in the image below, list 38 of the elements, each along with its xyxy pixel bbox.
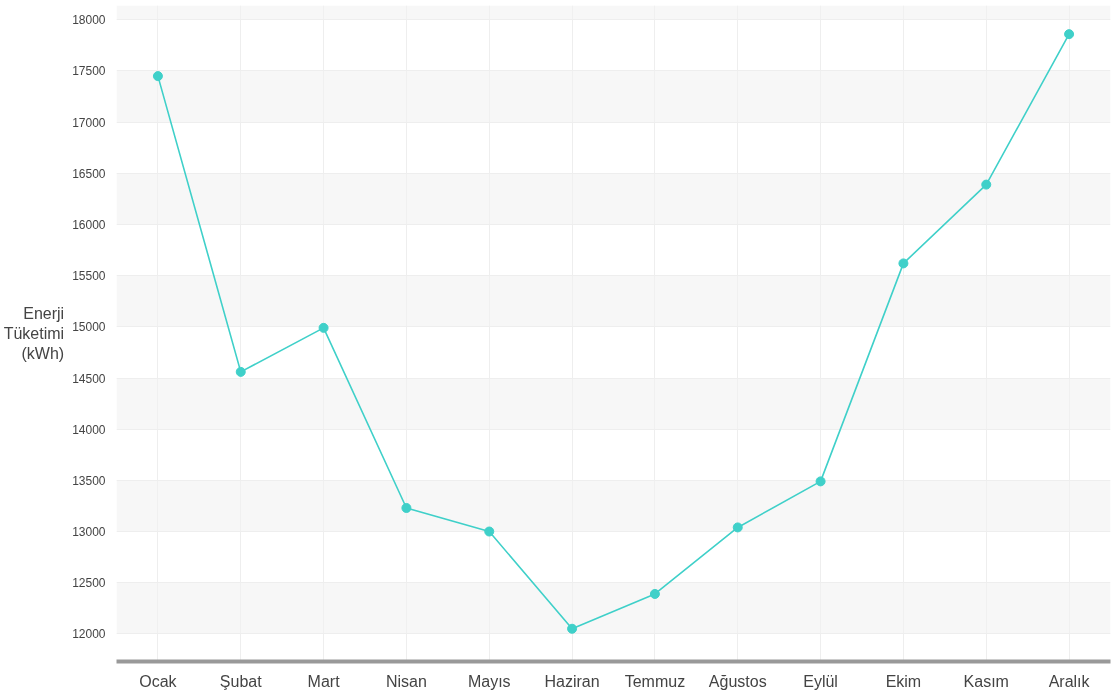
point — [567, 623, 578, 634]
point — [235, 366, 246, 377]
y-tick-label: 16000 — [72, 218, 106, 233]
x-tick-label: Ağustos — [708, 672, 767, 690]
y-tick-label: 18000 — [72, 13, 106, 28]
x-tick-label: Temmuz — [624, 672, 686, 690]
y-tick-label: 17500 — [72, 64, 106, 79]
x-tick-label: Eylül — [803, 672, 838, 690]
y-tick-label: 15500 — [72, 269, 106, 284]
y-tick-label: 13000 — [72, 525, 106, 540]
point — [732, 522, 743, 533]
y-tick-label: 12500 — [72, 576, 106, 591]
point — [318, 322, 329, 333]
x-tick-label: Mayıs — [467, 672, 511, 690]
y-tick-label: 13500 — [72, 473, 106, 488]
point — [649, 588, 660, 599]
point — [815, 476, 826, 487]
point — [898, 258, 909, 269]
point — [152, 71, 163, 82]
point — [981, 179, 992, 190]
x-tick-label: Aralık — [1048, 672, 1091, 690]
x-tick-label: Kasım — [963, 672, 1009, 690]
x-tick-label: Mart — [307, 672, 341, 690]
x-tick-label: Nisan — [385, 672, 427, 690]
y-axis-title: Enerji Tüketimi (kWh) — [3, 304, 65, 363]
x-tick-label: Şubat — [219, 672, 263, 690]
point — [484, 526, 495, 537]
point — [1064, 29, 1075, 40]
y-tick-label: 14500 — [72, 371, 106, 386]
x-tick-label: Haziran — [544, 672, 600, 690]
y-tick-label: 14000 — [72, 422, 106, 437]
y-tick-label: 17000 — [72, 115, 106, 130]
y-tick-label: 12000 — [72, 627, 106, 642]
y-tick-label: 16500 — [72, 166, 106, 181]
x-tick-label: Ocak — [139, 672, 178, 690]
y-tick-label: 15000 — [72, 320, 106, 335]
point — [401, 503, 412, 513]
x-tick-label: Ekim — [885, 672, 922, 690]
